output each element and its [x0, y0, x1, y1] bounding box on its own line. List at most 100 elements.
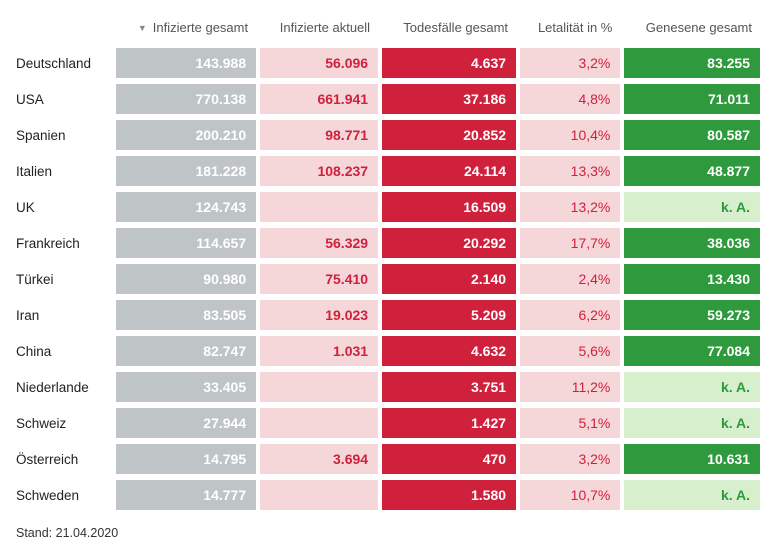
cell-deaths-total: 20.292	[382, 228, 516, 258]
table-row: Niederlande33.405 3.75111,2%k. A.	[16, 372, 760, 402]
cell-recovered-total: k. A.	[624, 408, 760, 438]
table-row: Spanien200.21098.77120.85210,4%80.587	[16, 120, 760, 150]
cell-infected-current: 75.410	[260, 264, 378, 294]
cell-country: Iran	[16, 300, 112, 330]
col-deaths-total[interactable]: Todesfälle gesamt	[382, 18, 516, 42]
cell-lethality: 2,4%	[520, 264, 620, 294]
cell-country: Spanien	[16, 120, 112, 150]
cell-deaths-total: 4.637	[382, 48, 516, 78]
cell-country: Türkei	[16, 264, 112, 294]
cell-lethality: 11,2%	[520, 372, 620, 402]
cell-country: Deutschland	[16, 48, 112, 78]
col-country[interactable]	[16, 18, 112, 42]
col-infected-total[interactable]: ▼Infizierte gesamt	[116, 18, 256, 42]
cell-deaths-total: 24.114	[382, 156, 516, 186]
cell-deaths-total: 16.509	[382, 192, 516, 222]
table-row: Schweden14.7771.58010,7%k. A.	[16, 480, 760, 510]
sort-desc-icon: ▼	[138, 23, 147, 33]
cell-infected-total: 27.944	[116, 408, 256, 438]
cell-infected-current	[260, 408, 378, 438]
cell-lethality: 5,6%	[520, 336, 620, 366]
table-row: Frankreich114.65756.32920.29217,7%38.036	[16, 228, 760, 258]
cell-infected-total: 82.747	[116, 336, 256, 366]
cell-deaths-total: 4.632	[382, 336, 516, 366]
cell-infected-total: 33.405	[116, 372, 256, 402]
col-lethality[interactable]: Letalität in %	[520, 18, 620, 42]
cell-infected-current: 661.941	[260, 84, 378, 114]
cell-infected-current: 1.031	[260, 336, 378, 366]
cell-country: Österreich	[16, 444, 112, 474]
cell-infected-current: 56.329	[260, 228, 378, 258]
cell-infected-current: 3.694	[260, 444, 378, 474]
cell-infected-total: 124.743	[116, 192, 256, 222]
cell-deaths-total: 1.580	[382, 480, 516, 510]
cell-lethality: 5,1%	[520, 408, 620, 438]
table-body: Deutschland143.98856.0964.6373,2%83.255U…	[16, 48, 760, 510]
cell-recovered-total: 48.877	[624, 156, 760, 186]
col-recovered-total[interactable]: Genesene gesamt	[624, 18, 760, 42]
cell-country: Frankreich	[16, 228, 112, 258]
footnote-date: Stand: 21.04.2020	[12, 526, 764, 540]
cell-infected-total: 181.228	[116, 156, 256, 186]
cell-lethality: 13,3%	[520, 156, 620, 186]
col-infected-current[interactable]: Infizierte aktuell	[260, 18, 378, 42]
cell-recovered-total: 80.587	[624, 120, 760, 150]
col-recovered-total-label: Genesene gesamt	[646, 20, 752, 35]
cell-recovered-total: 71.011	[624, 84, 760, 114]
table-row: Iran83.50519.0235.2096,2%59.273	[16, 300, 760, 330]
cell-recovered-total: 83.255	[624, 48, 760, 78]
col-lethality-label: Letalität in %	[538, 20, 612, 35]
cell-infected-total: 114.657	[116, 228, 256, 258]
cell-country: USA	[16, 84, 112, 114]
cell-lethality: 4,8%	[520, 84, 620, 114]
cell-recovered-total: 13.430	[624, 264, 760, 294]
cell-infected-total: 83.505	[116, 300, 256, 330]
table-row: Türkei90.98075.4102.1402,4%13.430	[16, 264, 760, 294]
cell-country: China	[16, 336, 112, 366]
cell-infected-total: 143.988	[116, 48, 256, 78]
cell-lethality: 10,4%	[520, 120, 620, 150]
cell-lethality: 10,7%	[520, 480, 620, 510]
cell-infected-total: 90.980	[116, 264, 256, 294]
cell-infected-total: 14.795	[116, 444, 256, 474]
cell-lethality: 13,2%	[520, 192, 620, 222]
covid-stats-table: ▼Infizierte gesamt Infizierte aktuell To…	[12, 12, 764, 516]
cell-country: UK	[16, 192, 112, 222]
cell-deaths-total: 3.751	[382, 372, 516, 402]
table-row: Österreich14.7953.6944703,2%10.631	[16, 444, 760, 474]
header-row: ▼Infizierte gesamt Infizierte aktuell To…	[16, 18, 760, 42]
cell-infected-current: 108.237	[260, 156, 378, 186]
cell-recovered-total: k. A.	[624, 192, 760, 222]
cell-recovered-total: k. A.	[624, 480, 760, 510]
cell-deaths-total: 37.186	[382, 84, 516, 114]
col-deaths-total-label: Todesfälle gesamt	[403, 20, 508, 35]
cell-recovered-total: 10.631	[624, 444, 760, 474]
cell-deaths-total: 2.140	[382, 264, 516, 294]
cell-country: Niederlande	[16, 372, 112, 402]
cell-deaths-total: 5.209	[382, 300, 516, 330]
cell-country: Schweiz	[16, 408, 112, 438]
cell-recovered-total: 59.273	[624, 300, 760, 330]
cell-deaths-total: 20.852	[382, 120, 516, 150]
table-row: UK124.743 16.50913,2%k. A.	[16, 192, 760, 222]
cell-infected-current	[260, 192, 378, 222]
cell-lethality: 3,2%	[520, 444, 620, 474]
cell-infected-total: 770.138	[116, 84, 256, 114]
table-row: USA770.138661.94137.1864,8%71.011	[16, 84, 760, 114]
cell-infected-current: 56.096	[260, 48, 378, 78]
cell-infected-current	[260, 480, 378, 510]
cell-infected-total: 200.210	[116, 120, 256, 150]
cell-lethality: 17,7%	[520, 228, 620, 258]
table-row: Schweiz27.944 1.4275,1%k. A.	[16, 408, 760, 438]
cell-deaths-total: 1.427	[382, 408, 516, 438]
cell-lethality: 6,2%	[520, 300, 620, 330]
col-infected-current-label: Infizierte aktuell	[280, 20, 370, 35]
cell-infected-current: 98.771	[260, 120, 378, 150]
table-row: Deutschland143.98856.0964.6373,2%83.255	[16, 48, 760, 78]
cell-infected-current: 19.023	[260, 300, 378, 330]
cell-infected-total: 14.777	[116, 480, 256, 510]
table-row: Italien181.228108.23724.11413,3%48.877	[16, 156, 760, 186]
table-row: China82.7471.0314.6325,6%77.084	[16, 336, 760, 366]
cell-recovered-total: k. A.	[624, 372, 760, 402]
cell-lethality: 3,2%	[520, 48, 620, 78]
